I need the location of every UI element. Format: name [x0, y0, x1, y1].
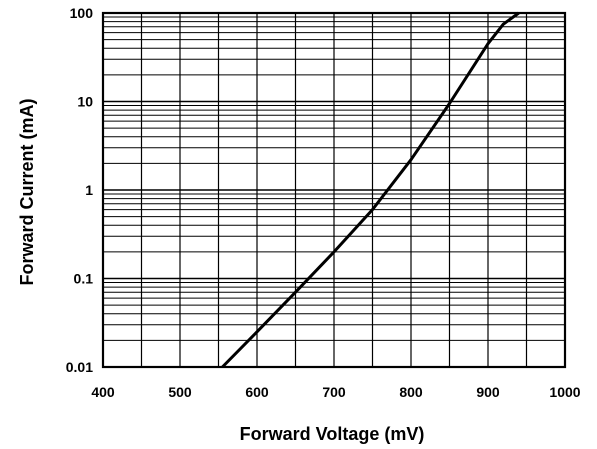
- x-tick-labels: 400 500 600 700 800 900 1000: [91, 384, 580, 400]
- y-tick-label: 0.01: [66, 359, 93, 375]
- grid: [102, 13, 566, 368]
- x-tick-label: 800: [399, 384, 423, 400]
- y-axis-title: Forward Current (mA): [17, 98, 37, 285]
- x-axis-title: Forward Voltage (mV): [240, 424, 425, 444]
- y-tick-label: 0.1: [74, 271, 94, 287]
- x-tick-label: 1000: [549, 384, 580, 400]
- x-tick-label: 700: [322, 384, 346, 400]
- plot-frame: [101, 11, 567, 369]
- series-line-1: [221, 11, 520, 369]
- y-tick-label: 1: [85, 182, 93, 198]
- x-tick-label: 500: [168, 384, 192, 400]
- plot-border: [101, 11, 567, 369]
- y-tick-labels: 0.01 0.1 1 10 100: [66, 5, 93, 375]
- y-tick-label: 100: [70, 5, 94, 21]
- series-layer: [221, 11, 520, 369]
- x-tick-label: 900: [476, 384, 500, 400]
- x-tick-label: 600: [245, 384, 269, 400]
- x-tick-label: 400: [91, 384, 115, 400]
- y-tick-label: 10: [77, 94, 93, 110]
